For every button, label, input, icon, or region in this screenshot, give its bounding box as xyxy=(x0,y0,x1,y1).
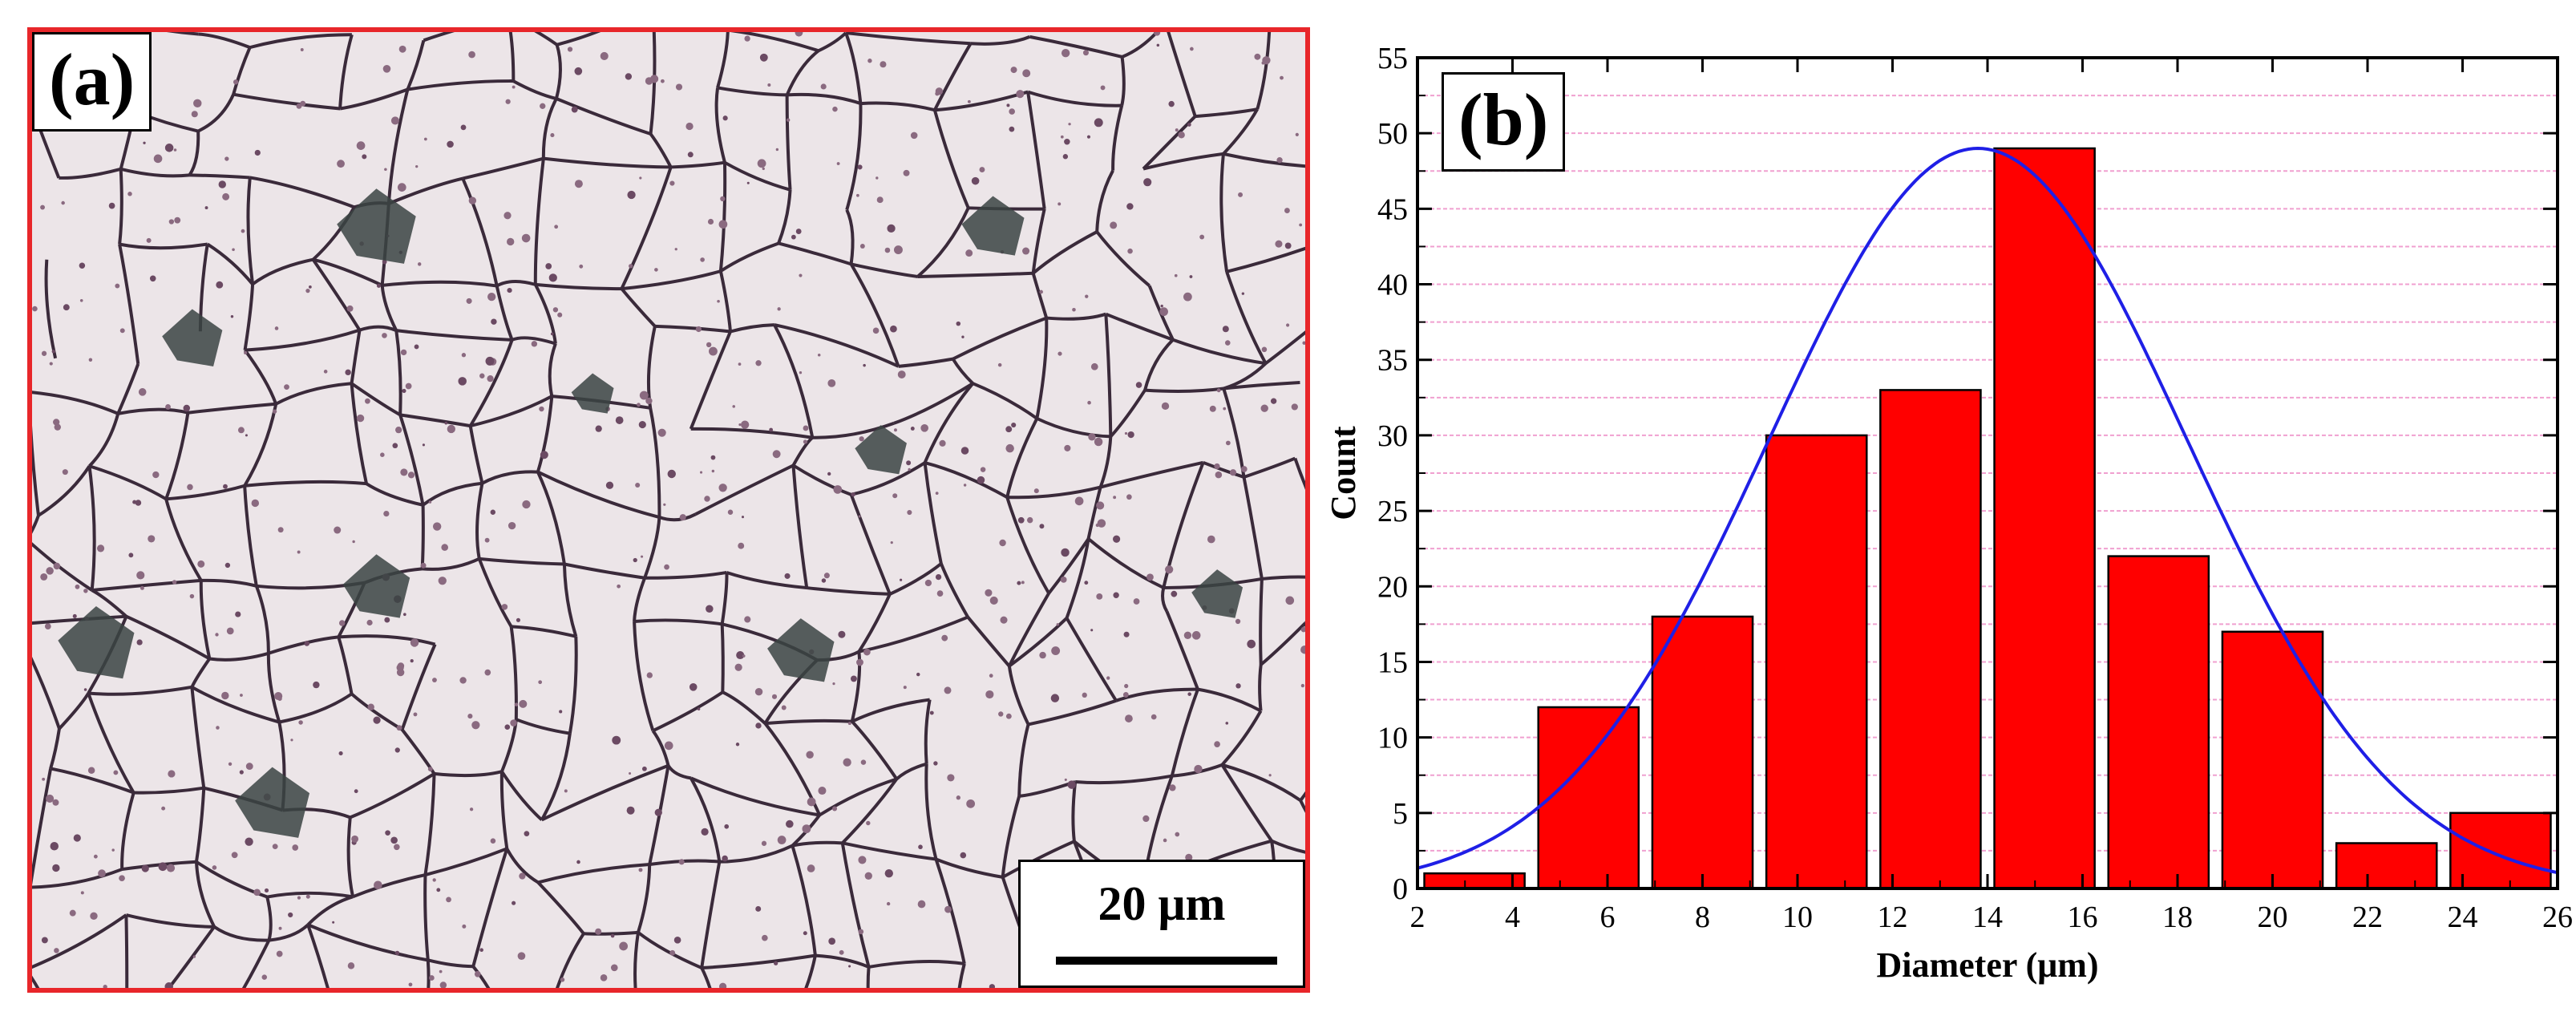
bars xyxy=(1423,147,2552,890)
x-tick-label: 20 xyxy=(2258,901,2288,934)
y-tick-label: 50 xyxy=(1377,117,1408,151)
scale-bar-label: 20 μm xyxy=(1098,877,1226,930)
y-tick-label: 35 xyxy=(1377,344,1408,378)
x-tick-label: 12 xyxy=(1878,901,1908,934)
panel-a-label: (a) xyxy=(32,32,152,132)
histogram-panel: 0 5 10 15 20 25 30 35 40 45 50 55 2 4 6 8 10 12 14 16 18 20 22… xyxy=(1323,0,2576,1028)
y-tick-label: 0 xyxy=(1393,872,1408,906)
y-tick-label: 5 xyxy=(1393,797,1408,831)
x-tick-label: 4 xyxy=(1505,901,1520,934)
scale-bar xyxy=(1056,957,1277,965)
y-tick-label: 55 xyxy=(1377,42,1408,75)
y-tick-label: 15 xyxy=(1377,646,1408,679)
x-tick-label: 10 xyxy=(1782,901,1813,934)
x-tick-label: 16 xyxy=(2068,901,2098,934)
x-tick-label: 6 xyxy=(1600,901,1616,934)
bar xyxy=(2449,811,2552,890)
y-tick-label: 10 xyxy=(1377,722,1408,755)
x-tick-label: 8 xyxy=(1695,901,1710,934)
precipitate-dots xyxy=(32,32,1305,988)
bar xyxy=(1993,147,2096,890)
scale-bar-box: 20 μm xyxy=(1018,860,1305,988)
x-axis: 2 4 6 8 10 12 14 16 18 20 22 24 26 xyxy=(1410,58,2573,934)
micrograph-image xyxy=(32,32,1305,988)
x-tick-label: 2 xyxy=(1410,901,1425,934)
y-tick-label: 25 xyxy=(1377,495,1408,528)
dark-phase-regions xyxy=(58,188,1244,838)
bar xyxy=(1651,615,1754,890)
y-tick-label: 20 xyxy=(1377,570,1408,604)
y-tick-label: 40 xyxy=(1377,269,1408,302)
micrograph-background xyxy=(32,32,1305,988)
x-tick-label: 26 xyxy=(2542,901,2573,934)
gaussian-fit-curve xyxy=(1417,146,2558,875)
bar xyxy=(2107,555,2210,890)
bar xyxy=(1879,389,1982,890)
y-tick-label: 45 xyxy=(1377,192,1408,226)
bar xyxy=(2335,842,2438,890)
grain-boundaries xyxy=(32,32,1305,988)
panel-b-label: (b) xyxy=(1442,72,1566,172)
y-axis-title: Count xyxy=(1324,426,1363,520)
x-axis-title: Diameter (μm) xyxy=(1877,945,2099,985)
bar xyxy=(2221,630,2324,890)
x-tick-label: 14 xyxy=(1972,901,2003,934)
y-axis: 0 5 10 15 20 25 30 35 40 45 50 55 xyxy=(1377,42,2558,906)
x-tick-label: 24 xyxy=(2448,901,2478,934)
bar xyxy=(1537,706,1640,890)
x-tick-label: 22 xyxy=(2352,901,2383,934)
micrograph-panel: (a) 20 μm xyxy=(27,27,1310,993)
bar xyxy=(1765,434,1868,890)
y-tick-label: 30 xyxy=(1377,419,1408,453)
bar xyxy=(1423,872,1526,890)
x-tick-label: 18 xyxy=(2162,901,2193,934)
